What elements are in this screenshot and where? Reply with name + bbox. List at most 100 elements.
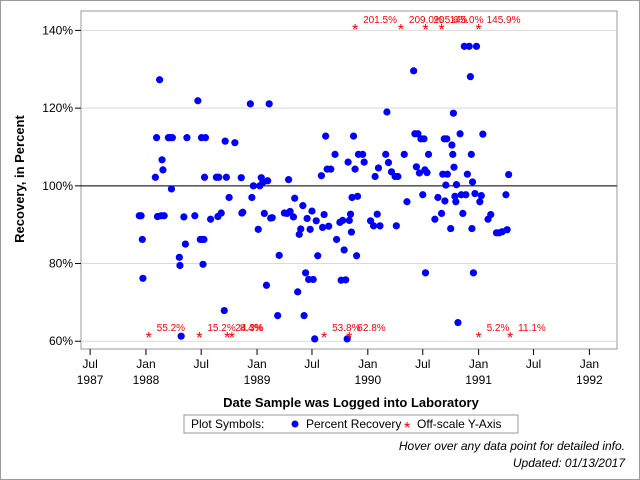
recovery-point[interactable] [353, 192, 362, 200]
recovery-point[interactable] [254, 225, 262, 233]
recovery-point[interactable] [394, 172, 402, 181]
recovery-point[interactable] [289, 213, 298, 221]
recovery-point[interactable] [152, 134, 161, 142]
recovery-point[interactable] [327, 165, 335, 173]
offscale-markers[interactable]: *201.5%*209.0%*205.6%*145.0%*145.9%*55.2… [146, 15, 546, 347]
recovery-point[interactable] [246, 100, 254, 108]
recovery-point[interactable] [382, 150, 390, 158]
recovery-point[interactable] [320, 210, 328, 219]
offscale-marker[interactable]: * [196, 330, 202, 347]
recovery-point[interactable] [138, 235, 146, 244]
recovery-point[interactable] [312, 217, 320, 225]
recovery-point[interactable] [452, 198, 460, 206]
recovery-point[interactable] [299, 202, 307, 210]
offscale-marker[interactable]: * [475, 330, 481, 347]
recovery-point[interactable] [465, 42, 473, 50]
offscale-marker[interactable]: * [352, 22, 358, 39]
recovery-point[interactable] [360, 158, 368, 166]
recovery-point[interactable] [183, 134, 191, 142]
recovery-point[interactable] [221, 137, 229, 145]
recovery-point[interactable] [443, 170, 451, 178]
recovery-point[interactable] [215, 173, 223, 181]
recovery-point[interactable] [468, 178, 477, 186]
recovery-point[interactable] [369, 222, 378, 230]
recovery-point[interactable] [231, 139, 239, 147]
recovery-point[interactable] [441, 197, 449, 205]
recovery-point[interactable] [420, 135, 428, 143]
recovery-point[interactable] [471, 189, 479, 198]
offscale-marker[interactable]: * [229, 330, 235, 347]
recovery-point[interactable] [384, 158, 393, 167]
recovery-point[interactable] [456, 130, 464, 138]
recovery-point[interactable] [463, 170, 471, 178]
recovery-point[interactable] [434, 193, 442, 202]
recovery-point[interactable] [454, 318, 462, 327]
recovery-point[interactable] [180, 213, 188, 221]
recovery-point[interactable] [342, 276, 350, 284]
recovery-point[interactable] [158, 156, 166, 164]
recovery-point[interactable] [200, 235, 208, 244]
recovery-point[interactable] [156, 76, 164, 84]
recovery-point[interactable] [286, 207, 294, 216]
recovery-point[interactable] [260, 209, 268, 218]
recovery-point[interactable] [194, 97, 202, 105]
recovery-point[interactable] [431, 215, 439, 223]
recovery-point[interactable] [479, 130, 487, 138]
offscale-marker[interactable]: * [146, 330, 152, 347]
recovery-point[interactable] [265, 100, 273, 108]
recovery-point[interactable] [249, 182, 257, 190]
recovery-point[interactable] [275, 251, 283, 259]
recovery-point[interactable] [443, 135, 451, 143]
recovery-point[interactable] [376, 222, 384, 230]
recovery-point[interactable] [201, 134, 210, 142]
recovery-point[interactable] [268, 214, 276, 222]
recovery-point[interactable] [181, 240, 190, 248]
recovery-point[interactable] [294, 288, 302, 296]
recovery-point[interactable] [352, 252, 361, 260]
recovery-point[interactable] [177, 332, 185, 340]
recovery-point[interactable] [415, 169, 424, 177]
data-points[interactable] [135, 42, 513, 343]
recovery-point[interactable] [421, 269, 430, 277]
recovery-point[interactable] [503, 226, 511, 234]
offscale-marker[interactable]: * [346, 330, 352, 347]
recovery-point[interactable] [449, 150, 457, 158]
recovery-point[interactable] [175, 253, 183, 261]
recovery-point[interactable] [348, 193, 356, 202]
recovery-point[interactable] [340, 246, 348, 254]
recovery-point[interactable] [291, 194, 299, 202]
recovery-point[interactable] [239, 208, 247, 216]
offscale-marker[interactable]: * [224, 330, 230, 347]
recovery-point[interactable] [220, 306, 228, 315]
recovery-point[interactable] [199, 260, 207, 268]
recovery-point[interactable] [332, 235, 341, 244]
recovery-point[interactable] [359, 150, 367, 158]
recovery-point[interactable] [468, 224, 476, 233]
offscale-marker[interactable]: * [398, 22, 404, 39]
recovery-point[interactable] [191, 212, 199, 220]
recovery-point[interactable] [343, 335, 351, 343]
recovery-point[interactable] [225, 193, 233, 202]
recovery-point[interactable] [318, 223, 327, 231]
recovery-point[interactable] [303, 214, 311, 223]
recovery-point[interactable] [339, 216, 347, 225]
recovery-point[interactable] [176, 261, 184, 270]
recovery-point[interactable] [274, 311, 282, 320]
recovery-point[interactable] [322, 132, 330, 140]
recovery-point[interactable] [403, 198, 411, 206]
recovery-point[interactable] [448, 141, 456, 149]
recovery-point[interactable] [159, 166, 167, 174]
recovery-point[interactable] [419, 191, 427, 199]
recovery-point[interactable] [450, 163, 458, 171]
recovery-point[interactable] [374, 164, 383, 172]
recovery-point[interactable] [160, 212, 168, 220]
recovery-point[interactable] [151, 173, 159, 181]
recovery-point[interactable] [206, 215, 215, 223]
recovery-point[interactable] [466, 73, 475, 81]
recovery-point[interactable] [344, 158, 352, 166]
recovery-point[interactable] [447, 224, 455, 233]
recovery-point[interactable] [325, 222, 333, 230]
recovery-point[interactable] [462, 191, 470, 199]
recovery-point[interactable] [309, 275, 317, 284]
recovery-point[interactable] [264, 177, 272, 185]
